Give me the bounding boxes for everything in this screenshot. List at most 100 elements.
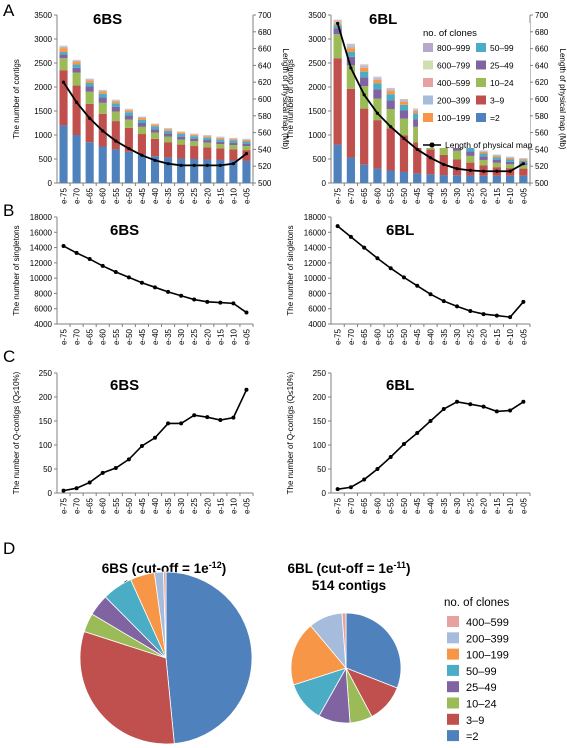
chart-title: 6BS <box>110 377 139 394</box>
series-point-e-30 <box>179 421 184 426</box>
bar-25-49-e-50 <box>124 115 133 120</box>
y-axis-title: The number of contigs <box>286 59 295 139</box>
bar-100-199-e-50 <box>124 110 133 113</box>
physical-map-point-e-75 <box>61 80 66 84</box>
bar-10-24-e-05 <box>519 165 528 169</box>
x-tick-label: e-05 <box>519 187 528 204</box>
bar-200-399-e-55 <box>386 89 395 91</box>
bar-10-24-e-75 <box>333 34 342 59</box>
series-point-e-15 <box>218 418 223 423</box>
y2-tick-label: 520 <box>535 162 549 171</box>
x-tick-label: e-70 <box>347 187 356 204</box>
y-tick-label: 500 <box>313 155 327 164</box>
legend-d-label-200-399: 200–399 <box>466 633 509 645</box>
legend-d-swatch-100-199 <box>447 648 459 660</box>
x-tick-label: e-45 <box>138 187 147 204</box>
bar-10-24-e-15 <box>216 144 225 149</box>
series-point-e-55 <box>113 270 118 275</box>
series-point-e-60 <box>375 467 380 471</box>
bar-50-99-e-60 <box>98 93 107 98</box>
bar-200-399-e-20 <box>479 151 488 152</box>
y-tick-label: 2000 <box>308 83 326 92</box>
bar-200-399-e-65 <box>85 79 94 81</box>
bar-2-e-35 <box>439 175 448 183</box>
bar-25-49-e-25 <box>466 151 475 156</box>
panel-letter-c: C <box>3 347 15 366</box>
series-point-e-45 <box>415 283 420 288</box>
y2-tick-label: 540 <box>258 145 272 154</box>
y-axis-title: The number of singletons <box>286 225 295 315</box>
bar-100-199-e-70 <box>72 61 81 65</box>
physical-map-point-e-50 <box>127 146 131 151</box>
series-point-e-15 <box>218 300 223 305</box>
series-point-e-40 <box>153 285 157 290</box>
bar-10-24-e-25 <box>190 141 199 147</box>
bar-100-199-e-50 <box>399 101 409 105</box>
bar-50-99-e-25 <box>190 136 199 139</box>
x-tick-label: e-65 <box>360 187 369 204</box>
bar-100-199-e-20 <box>203 136 212 138</box>
y-tick-label: 150 <box>39 417 53 426</box>
bar-3-9-e-70 <box>346 88 356 158</box>
bar-3-9-e-25 <box>190 146 199 159</box>
y2-tick-label: 660 <box>258 45 272 54</box>
x-tick-label: e-40 <box>151 497 160 514</box>
series-point-e-45 <box>139 443 144 448</box>
bar-2-e-30 <box>177 158 186 183</box>
x-tick-label: e-20 <box>203 497 212 514</box>
bar-2-e-65 <box>360 164 369 183</box>
pie-6bs: 6BS (cut-off = 1e-12)1069 contigs <box>79 560 253 745</box>
legend-d-label-10-24: 10–24 <box>466 699 497 711</box>
physical-map-point-e-35 <box>442 162 446 167</box>
bar-10-24-e-05 <box>242 146 251 151</box>
x-tick-label: e-65 <box>86 328 95 345</box>
x-tick-label: e-50 <box>125 497 134 514</box>
chart-singletons-6bl: 4000 6000 8000 10000 12000 14000 16000 18000 e-7… <box>286 213 531 345</box>
pie-title-exponent: -12 <box>209 560 222 570</box>
x-tick-label: e-50 <box>125 328 134 345</box>
bar-3-9-e-15 <box>216 148 225 160</box>
series-point-e-60 <box>100 263 105 268</box>
x-tick-label: e-20 <box>480 328 489 345</box>
x-tick-label: e-40 <box>427 328 436 345</box>
bar-3-9-e-50 <box>399 135 409 172</box>
y-tick-label: 2500 <box>308 59 326 68</box>
bar-50-99-e-40 <box>150 126 160 130</box>
chart-title: 6BL <box>386 222 414 239</box>
bar-200-399-e-45 <box>413 110 422 111</box>
bar-2-e-10 <box>229 160 238 183</box>
bar-10-24-e-45 <box>413 126 422 143</box>
bar-10-24-e-50 <box>124 119 133 128</box>
physical-map-point-e-40 <box>153 158 157 162</box>
y-tick-label: 16000 <box>304 228 327 237</box>
y-tick-label: 3000 <box>34 35 52 44</box>
legend-d-label-100-199: 100–199 <box>466 650 509 662</box>
legend-title: no. of clones <box>423 28 477 39</box>
x-tick-label: e-45 <box>138 497 147 514</box>
x-tick-label: e-05 <box>242 328 251 345</box>
x-tick-label: e-15 <box>216 187 225 204</box>
bar-3-9-e-40 <box>426 149 435 175</box>
x-tick-label: e-25 <box>466 328 475 345</box>
series-point-e-65 <box>87 257 92 262</box>
y-axis-title: The number of Q-contigs (Q≤10%) <box>12 371 21 494</box>
legend-swatch-10-24 <box>476 78 486 87</box>
bar-50-99-e-35 <box>164 130 173 134</box>
y-tick-label: 4000 <box>308 320 326 329</box>
x-tick-label: e-55 <box>387 497 396 514</box>
bar-600-799-e-75 <box>333 20 342 22</box>
legend-label-200-399: 200–399 <box>437 96 470 106</box>
bar-100-199-e-25 <box>190 134 199 137</box>
physical-map-point-e-60 <box>375 111 380 115</box>
physical-map-point-e-65 <box>88 116 92 120</box>
y2-tick-label: 560 <box>258 129 272 138</box>
bar-100-199-e-45 <box>137 117 146 120</box>
bar-50-99-e-10 <box>505 159 515 162</box>
x-tick-label: e-65 <box>360 497 369 514</box>
bar-200-399-e-70 <box>346 46 356 49</box>
x-tick-label: e-35 <box>440 497 449 514</box>
y-tick-label: 14000 <box>30 244 53 253</box>
x-tick-label: e-05 <box>519 497 528 514</box>
x-tick-label: e-30 <box>453 497 462 514</box>
y-tick-label: 4000 <box>34 320 52 329</box>
